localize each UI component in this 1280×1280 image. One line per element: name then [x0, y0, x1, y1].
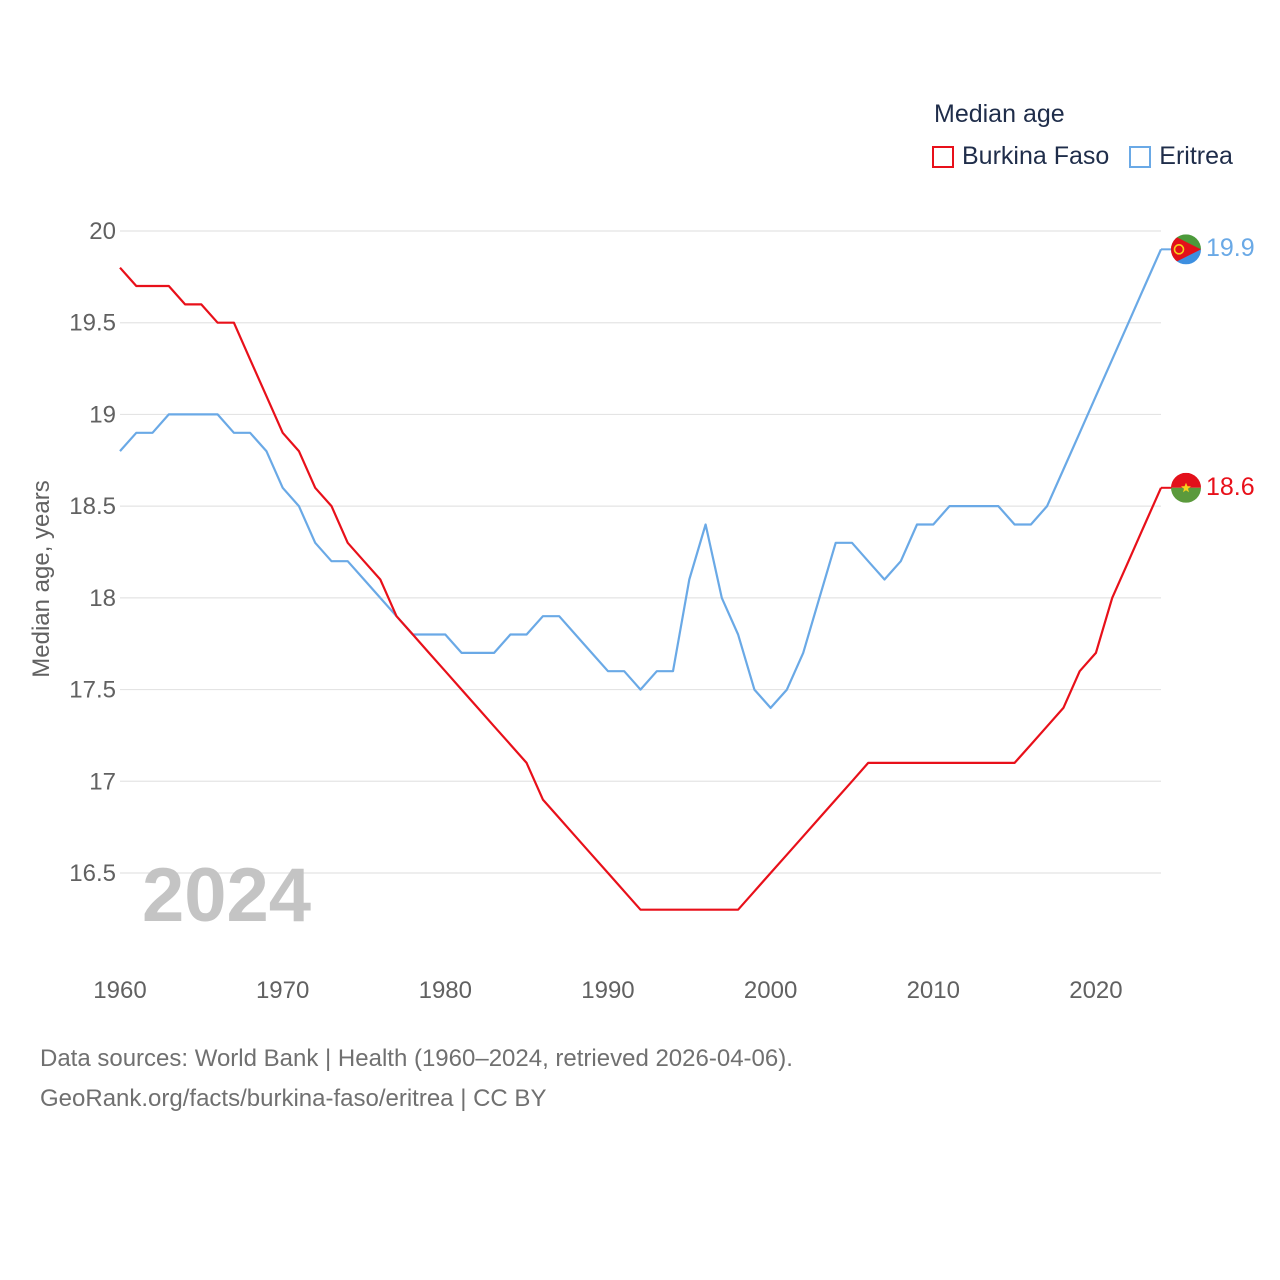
attribution-link[interactable]: GeoRank.org/facts/burkina-faso/eritrea |… [40, 1085, 547, 1112]
x-tick-label: 1990 [581, 977, 634, 1004]
burkina-faso-flag-icon [1161, 472, 1201, 503]
year-watermark: 2024 [142, 853, 312, 938]
legend-swatch-eritrea [1129, 145, 1152, 168]
series-line-eritrea[interactable] [119, 248, 1163, 710]
y-tick-label: 16.5 [69, 860, 116, 887]
y-tick-label: 20 [89, 218, 116, 245]
legend-item-burkina-faso[interactable]: Burkina Faso [932, 142, 1109, 171]
eritrea-flag-icon [1161, 234, 1201, 265]
y-tick-label: 18 [89, 585, 116, 612]
data-source-note: Data sources: World Bank | Health (1960–… [40, 1045, 793, 1072]
legend-title: Median age [934, 100, 1065, 128]
x-axis-ticks: 1960 1970 1980 1990 2000 2010 2020 [93, 977, 1122, 1004]
y-tick-label: 19 [89, 401, 116, 428]
x-tick-label: 1960 [93, 977, 146, 1004]
end-value-label-eritrea: 19.9 [1206, 234, 1255, 263]
series-line-burkina-faso[interactable] [119, 266, 1163, 911]
y-axis-ticks: 16.5 17 17.5 18 18.5 19 19.5 20 [69, 218, 116, 887]
x-tick-label: 2010 [907, 977, 960, 1004]
legend-label-burkina-faso: Burkina Faso [962, 142, 1110, 170]
x-tick-label: 2020 [1069, 977, 1122, 1004]
legend-label-eritrea: Eritrea [1159, 142, 1233, 170]
y-axis-label: Median age, years [28, 480, 55, 678]
y-tick-label: 17 [89, 768, 116, 795]
legend: Burkina Faso Eritrea [932, 142, 1253, 171]
x-tick-label: 1980 [419, 977, 472, 1004]
y-tick-label: 19.5 [69, 310, 116, 337]
series-lines [119, 248, 1163, 911]
x-tick-label: 2000 [744, 977, 797, 1004]
legend-swatch-burkina-faso [932, 145, 954, 168]
end-value-label-burkina-faso: 18.6 [1206, 472, 1255, 501]
gridlines [120, 230, 1161, 874]
y-tick-label: 18.5 [69, 493, 116, 520]
legend-item-eritrea[interactable]: Eritrea [1129, 142, 1233, 171]
end-markers [1161, 234, 1201, 503]
y-tick-label: 17.5 [69, 677, 116, 704]
x-tick-label: 1970 [256, 977, 309, 1004]
